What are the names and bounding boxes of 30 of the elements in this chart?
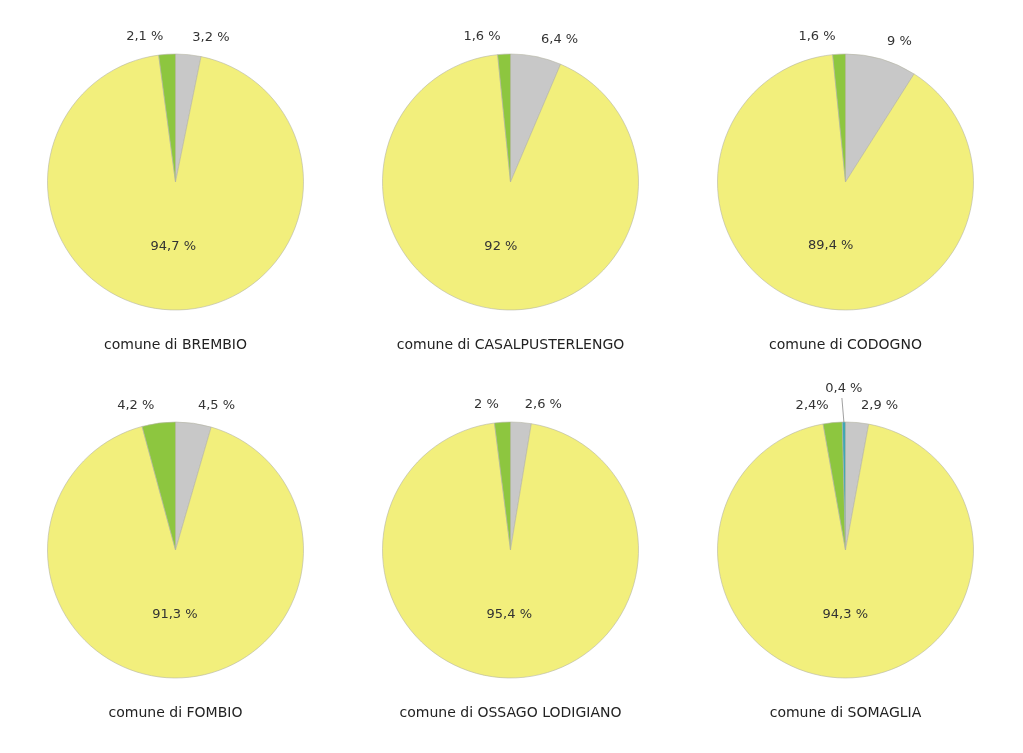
data-label: 9 %: [887, 33, 912, 49]
data-label: 0,4 %: [825, 380, 863, 395]
data-label: 2,6 %: [524, 396, 562, 412]
data-label: 4,2 %: [117, 397, 155, 413]
data-label: 94,3 %: [822, 606, 869, 622]
text: comune di CODOGNO: [768, 336, 923, 352]
text: comune di BREMBIO: [103, 336, 248, 352]
data-label: 2,4%: [795, 396, 829, 412]
data-label: 3,2 %: [192, 28, 230, 44]
data-label: 91,3 %: [152, 606, 198, 622]
data-label: 92 %: [484, 237, 518, 253]
pie-slice: [717, 423, 974, 679]
data-label: 1,6 %: [798, 28, 836, 44]
pie-slice: [382, 422, 639, 679]
data-label: 89,4 %: [808, 236, 854, 252]
data-label: 2,1 %: [126, 28, 164, 44]
text: comune di SOMAGLIA: [768, 704, 923, 720]
pie-slice: [382, 54, 639, 311]
data-label: 95,4 %: [486, 606, 533, 622]
pie-slice: [717, 54, 974, 311]
data-label: 94,7 %: [150, 238, 197, 254]
text: comune di CASALPUSTERLENGO: [395, 336, 626, 352]
text: comune di OSSAGO LODIGIANO: [398, 704, 623, 720]
text: comune di FOMBIO: [107, 704, 244, 720]
data-label: 2,9 %: [861, 396, 899, 412]
data-label: 1,6 %: [463, 28, 501, 44]
data-label: 4,5 %: [197, 397, 236, 413]
data-label: 2 %: [474, 396, 499, 412]
pie-slice: [47, 54, 304, 311]
data-label: 6,4 %: [541, 30, 579, 46]
